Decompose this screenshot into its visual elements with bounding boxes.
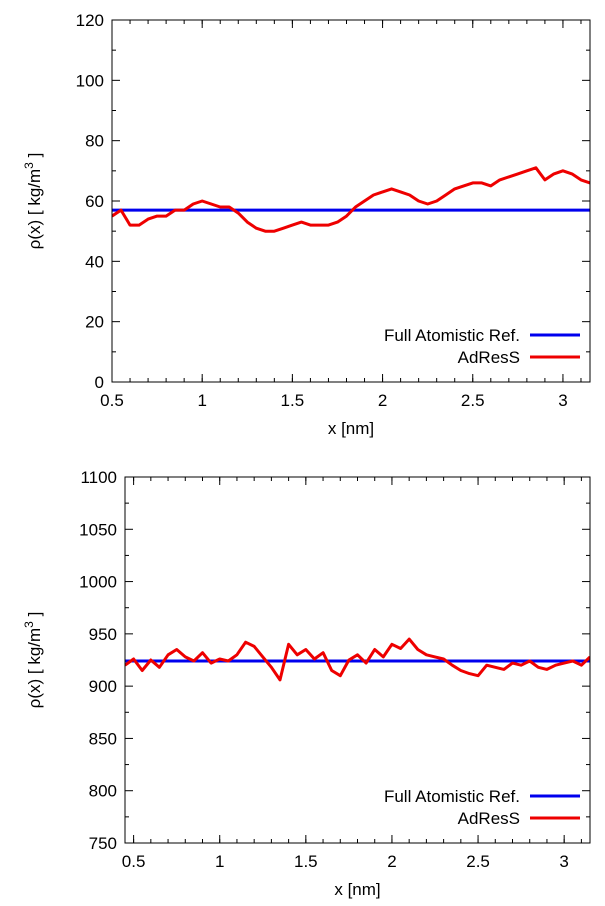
y-tick-label: 100 — [76, 71, 104, 90]
x-tick-label: 1 — [215, 852, 224, 871]
plot-frame — [124, 476, 591, 844]
x-tick-label: 2.5 — [466, 852, 490, 871]
x-axis-label: x [nm] — [328, 419, 374, 438]
y-tick-label: 60 — [85, 192, 104, 211]
legend-label: Full Atomistic Ref. — [384, 787, 520, 806]
legend-label: AdResS — [458, 809, 520, 828]
y-tick-label: 20 — [85, 313, 104, 332]
bottom-density-plot: 750 800 850 900 950 1000 1050 1100 0.5 1 1.5 2 2.5 3 F… — [22, 468, 591, 899]
legend-label: Full Atomistic Ref. — [384, 326, 520, 345]
y-tick-label: 1000 — [79, 573, 117, 592]
x-tick-label: 2 — [387, 852, 396, 871]
y-tick-label: 750 — [89, 834, 117, 853]
y-tick-label: 120 — [76, 11, 104, 30]
x-tick-label: 2.5 — [461, 391, 485, 410]
x-axis-label: x [nm] — [334, 880, 380, 899]
x-tick-label: 1.5 — [294, 852, 318, 871]
x-tick-label: 0.5 — [122, 852, 146, 871]
y-tick-label: 900 — [89, 677, 117, 696]
x-tick-label: 3 — [559, 852, 568, 871]
legend-label: AdResS — [458, 348, 520, 367]
y-tick-label: 1050 — [79, 520, 117, 539]
top-density-plot: 0 20 40 60 80 100 120 0.5 1 1.5 2 2.5 3 Full Atomisti… — [22, 11, 591, 438]
y-tick-label: 80 — [85, 132, 104, 151]
x-tick-label: 0.5 — [100, 391, 124, 410]
y-tick-label: 950 — [89, 625, 117, 644]
x-tick-label: 3 — [558, 391, 567, 410]
y-axis-label: ρ(x) [ kg/m3 ] — [22, 612, 44, 709]
x-tick-label: 1 — [197, 391, 206, 410]
adress-series-line — [112, 166, 590, 233]
plot-frame — [111, 19, 591, 383]
y-axis-label: ρ(x) [ kg/m3 ] — [22, 153, 44, 250]
y-tick-label: 1100 — [80, 468, 117, 487]
y-tick-label: 850 — [89, 729, 117, 748]
x-tick-label: 1.5 — [281, 391, 305, 410]
adress-series-line — [125, 637, 590, 682]
x-tick-label: 2 — [378, 391, 387, 410]
y-tick-label: 0 — [95, 373, 104, 392]
y-tick-label: 40 — [85, 252, 104, 271]
y-tick-label: 800 — [89, 782, 117, 801]
